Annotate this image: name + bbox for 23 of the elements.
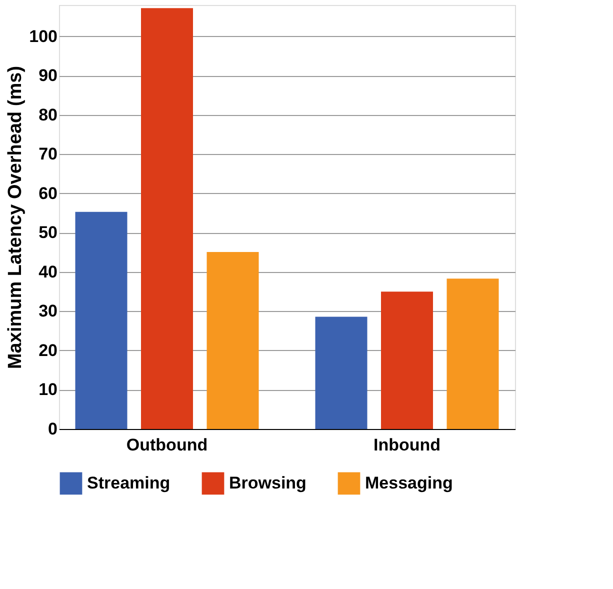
x-tick-label: Outbound bbox=[126, 436, 208, 454]
legend-label: Messaging bbox=[365, 473, 453, 492]
y-axis-title: Maximum Latency Overhead (ms) bbox=[5, 66, 26, 370]
y-tick-label: 30 bbox=[38, 302, 58, 321]
y-tick-label: 80 bbox=[38, 105, 58, 124]
bar bbox=[206, 252, 259, 429]
bar bbox=[381, 292, 433, 429]
y-tick-label: 90 bbox=[38, 66, 58, 86]
y-tick-label: 60 bbox=[38, 184, 58, 203]
bar bbox=[75, 212, 128, 429]
y-tick-label: 50 bbox=[38, 223, 58, 242]
x-tick-label: Inbound bbox=[373, 436, 441, 454]
bar bbox=[141, 8, 193, 429]
legend-label: Streaming bbox=[87, 473, 170, 492]
bar bbox=[315, 316, 368, 429]
legend-label: Browsing bbox=[229, 473, 306, 492]
y-tick-label: 10 bbox=[38, 380, 58, 400]
y-tick-label: 40 bbox=[38, 262, 58, 282]
y-tick-label: 0 bbox=[48, 420, 58, 438]
y-tick-label: 100 bbox=[29, 26, 58, 46]
bar bbox=[446, 278, 499, 429]
y-tick-label: 20 bbox=[38, 340, 58, 360]
y-tick-label: 70 bbox=[38, 144, 58, 164]
